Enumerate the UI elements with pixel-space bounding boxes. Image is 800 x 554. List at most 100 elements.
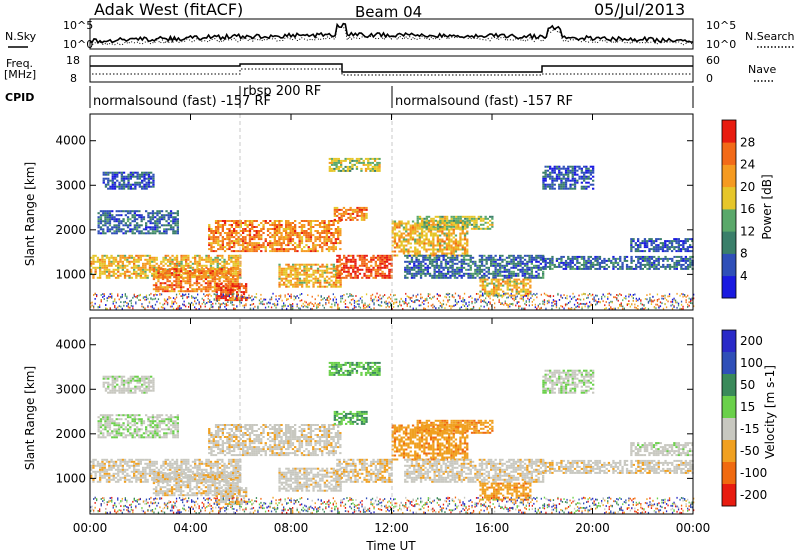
power-cell <box>106 216 109 219</box>
power-cell <box>351 212 355 215</box>
power-cell <box>452 217 456 220</box>
power-cell <box>225 302 227 305</box>
power-cell <box>323 281 326 284</box>
power-cell <box>287 305 289 307</box>
power-cell <box>245 291 248 294</box>
power-cell <box>571 265 574 268</box>
power-cell <box>120 214 123 217</box>
power-cell <box>103 258 106 261</box>
freq-panel: Freq. [MHz] 18 8 60 0 Nave <box>4 54 776 85</box>
power-cell <box>246 246 249 249</box>
power-cell <box>340 276 343 279</box>
power-cell <box>451 270 454 273</box>
power-cell <box>537 272 540 275</box>
power-cell <box>166 272 169 275</box>
power-cell <box>242 250 245 253</box>
power-cell <box>234 268 237 271</box>
power-cell <box>130 272 133 275</box>
power-cell <box>335 157 338 160</box>
power-cell <box>445 234 449 237</box>
power-cell <box>195 278 199 281</box>
power-cell <box>438 272 441 275</box>
power-cell <box>537 268 540 271</box>
power-cell <box>136 210 139 213</box>
power-cell <box>236 295 238 298</box>
power-cell <box>111 214 114 217</box>
power-cell <box>495 280 498 283</box>
power-cell <box>530 258 533 261</box>
power-cell <box>287 298 289 300</box>
power-cell <box>374 256 377 259</box>
power-cell <box>445 248 449 251</box>
power-cell <box>434 219 437 222</box>
power-cell <box>466 248 469 251</box>
power-cell <box>689 263 692 266</box>
power-cell <box>296 303 298 306</box>
power-cell <box>346 167 350 170</box>
power-cell <box>428 258 432 261</box>
power-cell <box>164 288 167 291</box>
power-cell <box>325 303 327 306</box>
power-cell <box>237 296 239 299</box>
power-cell <box>383 264 386 267</box>
power-cell <box>103 266 106 269</box>
power-cell <box>519 262 522 265</box>
power-cell <box>224 283 227 286</box>
power-cell <box>169 214 173 217</box>
power-cell <box>234 262 237 265</box>
power-cell <box>344 165 347 168</box>
power-cell <box>682 263 685 266</box>
power-cell <box>204 288 208 291</box>
power-cell <box>99 232 103 235</box>
power-cell <box>289 228 292 230</box>
power-cell <box>630 259 633 262</box>
power-cell <box>583 267 586 270</box>
power-cell <box>460 254 463 257</box>
power-cell <box>321 269 324 272</box>
power-cell <box>356 254 359 257</box>
power-cell <box>355 165 359 168</box>
power-cell <box>598 261 602 264</box>
power-cell <box>423 234 426 237</box>
power-cell <box>339 234 342 237</box>
power-cell <box>220 289 223 292</box>
power-cell <box>443 227 447 230</box>
power-cell <box>211 290 214 293</box>
power-cell <box>506 286 509 289</box>
power-cell <box>589 165 592 168</box>
power-cell <box>576 261 579 264</box>
power-cell <box>529 286 532 289</box>
power-cell <box>220 268 223 271</box>
power-cell <box>216 278 219 281</box>
power-cell <box>230 250 233 253</box>
power-cell <box>562 255 565 258</box>
power-cell <box>481 280 484 283</box>
power-cell <box>245 296 247 299</box>
power-cell <box>414 224 417 227</box>
power-cell <box>152 177 155 180</box>
beam-title: Beam 04 <box>355 3 422 21</box>
power-cell <box>253 236 256 239</box>
power-cell <box>446 219 449 222</box>
power-cell <box>191 301 193 304</box>
power-cell <box>332 281 335 284</box>
power-cell <box>689 261 692 264</box>
power-cell <box>283 277 286 280</box>
power-cell <box>144 298 146 301</box>
power-cell <box>217 224 220 226</box>
power-cell <box>432 236 435 239</box>
power-cell <box>580 185 583 188</box>
power-cell <box>433 276 436 279</box>
power-cell <box>165 300 167 303</box>
power-cell <box>174 216 177 219</box>
power-cell <box>232 270 235 273</box>
power-cell <box>173 256 176 259</box>
power-cell <box>517 268 520 271</box>
power-cell <box>209 286 212 289</box>
power-cell <box>298 238 301 241</box>
power-cell <box>156 222 159 225</box>
power-cell <box>194 254 197 257</box>
power-cell <box>244 240 247 243</box>
power-cell <box>174 222 177 225</box>
power-cell <box>191 284 194 287</box>
